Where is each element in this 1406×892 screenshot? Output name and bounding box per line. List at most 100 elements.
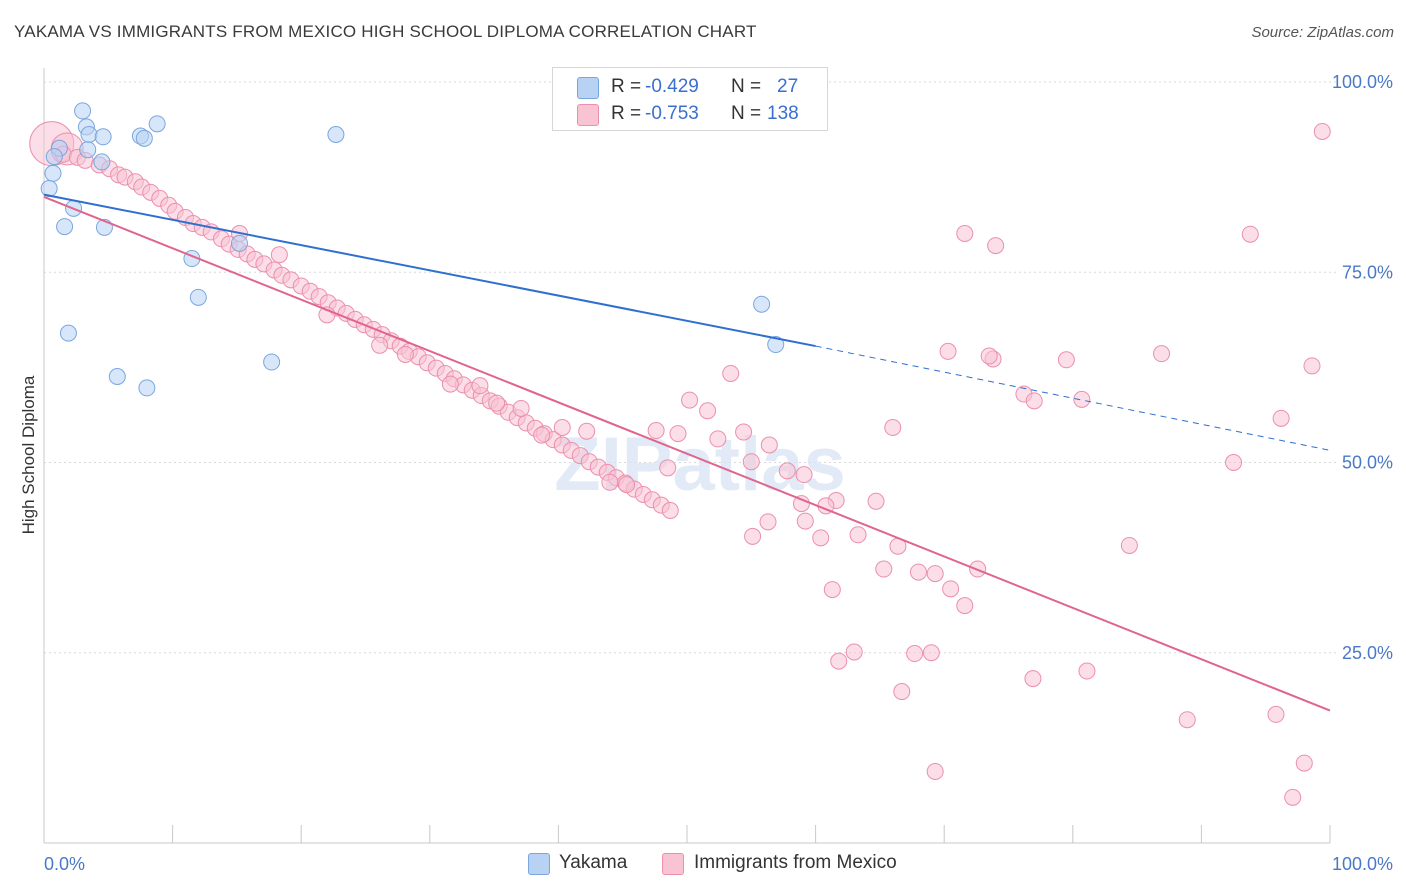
yakama-point: [263, 353, 281, 371]
mexico-point: [926, 565, 944, 583]
yakama-point: [327, 126, 345, 144]
mexico-point: [1303, 357, 1321, 375]
yakama-point: [753, 295, 771, 313]
mexico-point: [471, 377, 489, 395]
x-tick-label: 100.0%: [1332, 854, 1393, 874]
mexico-point: [1153, 345, 1171, 363]
mexico-point: [601, 473, 619, 491]
mexico-swatch: [577, 104, 599, 126]
mexico-point: [735, 423, 753, 441]
x-tick-label: 0.0%: [44, 854, 85, 874]
yakama-point: [45, 148, 63, 166]
mexico-point: [875, 560, 893, 578]
mexico-point: [795, 466, 813, 484]
mexico-point: [884, 418, 902, 436]
yakama-point: [56, 218, 74, 236]
yakama-swatch: [577, 77, 599, 99]
mexico-point: [1073, 390, 1091, 408]
n-label: N =: [731, 103, 762, 124]
mexico-point: [909, 563, 927, 581]
mexico-point: [823, 581, 841, 599]
mexico-point: [1078, 662, 1096, 680]
mexico-point: [956, 597, 974, 615]
mexico-point: [1241, 225, 1259, 243]
mexico-point: [987, 237, 1005, 255]
mexico-point: [533, 426, 551, 444]
n-value: 138: [767, 103, 799, 124]
yakama-point: [94, 128, 112, 146]
mexico-point: [796, 512, 814, 530]
yakama-point: [74, 102, 92, 120]
mexico-point: [1024, 670, 1042, 688]
legend-label: Yakama: [559, 852, 628, 873]
mexico-point: [709, 430, 727, 448]
mexico-point: [867, 492, 885, 510]
mexico-point: [980, 347, 998, 365]
r-value: -0.429: [645, 76, 699, 97]
mexico-point: [441, 375, 459, 393]
mexico-point: [396, 345, 414, 363]
mexico-point: [1178, 711, 1196, 729]
chart-source: Source: ZipAtlas.com: [1251, 24, 1394, 41]
y-tick-label: 25.0%: [1342, 643, 1393, 663]
mexico-point: [849, 526, 867, 544]
mexico-point: [759, 513, 777, 531]
y-tick-label: 100.0%: [1332, 72, 1393, 92]
mexico-point: [661, 501, 679, 519]
mexico-point: [578, 422, 596, 440]
yakama-point: [135, 129, 153, 147]
mexico-point: [618, 476, 636, 494]
n-value: 27: [777, 76, 799, 97]
mexico-point: [812, 529, 830, 547]
mexico-point: [1057, 351, 1075, 369]
mexico-point: [1272, 409, 1290, 427]
mexico-point: [760, 436, 778, 454]
mexico-point: [778, 462, 796, 480]
yakama-point: [79, 141, 97, 159]
yakama-point: [148, 115, 166, 133]
yakama-point: [767, 336, 785, 354]
mexico-point: [699, 402, 717, 420]
mexico-point: [371, 336, 389, 354]
mexico-point: [1295, 754, 1313, 772]
y-tick-label: 75.0%: [1342, 262, 1393, 282]
mexico-point: [942, 580, 960, 598]
mexico-point: [1025, 392, 1043, 410]
yakama-trendline: [43, 193, 816, 348]
yakama-point: [40, 180, 58, 198]
yakama-point: [80, 126, 98, 144]
mexico-point: [906, 645, 924, 663]
r-label: R =: [611, 103, 642, 124]
mexico-point: [893, 683, 911, 701]
mexico-trendline: [43, 195, 1331, 712]
yakama-point: [230, 234, 248, 252]
mexico-point: [742, 453, 760, 471]
mexico-point: [669, 425, 687, 443]
mexico-point: [1313, 122, 1331, 140]
mexico-point: [926, 762, 944, 780]
mexico-point: [922, 644, 940, 662]
yakama-point: [93, 153, 111, 171]
mexico-point: [553, 418, 571, 436]
mexico-point: [512, 399, 530, 417]
mexico-point: [1225, 454, 1243, 471]
mexico-point: [1267, 705, 1285, 723]
y-tick-label: 50.0%: [1342, 453, 1393, 473]
legend-label: Immigrants from Mexico: [694, 852, 897, 873]
mexico-legend-swatch: [662, 853, 684, 875]
mexico-point: [270, 246, 288, 264]
mexico-point: [681, 391, 699, 409]
mexico-point: [939, 342, 957, 360]
yakama-point: [189, 288, 207, 306]
mexico-point: [488, 394, 506, 412]
mexico-point: [659, 459, 677, 477]
mexico-point: [722, 364, 740, 382]
chart-title: YAKAMA VS IMMIGRANTS FROM MEXICO HIGH SC…: [14, 22, 757, 41]
r-value: -0.753: [645, 103, 699, 124]
mexico-point: [1284, 788, 1302, 806]
n-label: N =: [731, 76, 762, 97]
yakama-point: [108, 368, 126, 386]
mexico-point: [845, 643, 863, 661]
mexico-point: [744, 527, 762, 545]
